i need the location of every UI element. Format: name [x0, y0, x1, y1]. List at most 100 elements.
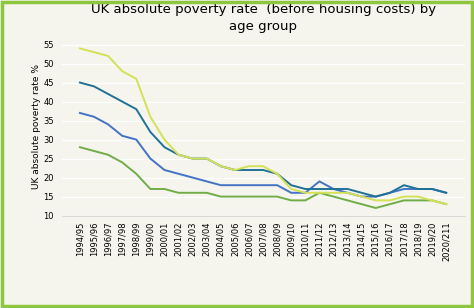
Working-age Adults: [302, 199, 308, 202]
Working-age Adults: [401, 199, 407, 202]
All people: [415, 187, 421, 191]
Pensioners: [204, 157, 210, 160]
All people: [232, 183, 238, 187]
Children: [134, 107, 139, 111]
Pensioners: [274, 172, 280, 176]
All people: [274, 183, 280, 187]
Pensioners: [429, 199, 435, 202]
All people: [162, 168, 167, 172]
Pensioners: [162, 138, 167, 141]
Working-age Adults: [317, 191, 322, 195]
Children: [387, 191, 392, 195]
Working-age Adults: [415, 199, 421, 202]
Pensioners: [176, 153, 182, 157]
Children: [317, 187, 322, 191]
All people: [147, 157, 153, 160]
Children: [443, 191, 449, 195]
Children: [288, 183, 294, 187]
Children: [359, 191, 365, 195]
Working-age Adults: [359, 202, 365, 206]
Pensioners: [401, 195, 407, 198]
Working-age Adults: [345, 199, 350, 202]
Children: [119, 100, 125, 103]
All people: [302, 191, 308, 195]
Working-age Adults: [119, 160, 125, 164]
Children: [204, 157, 210, 160]
All people: [387, 191, 392, 195]
Working-age Adults: [246, 195, 252, 198]
All people: [331, 187, 337, 191]
Children: [162, 145, 167, 149]
Children: [77, 81, 83, 84]
Pensioners: [415, 195, 421, 198]
All people: [359, 195, 365, 198]
Line: Children: Children: [80, 83, 446, 197]
Children: [232, 168, 238, 172]
Pensioners: [288, 187, 294, 191]
All people: [119, 134, 125, 138]
All people: [77, 111, 83, 115]
Pensioners: [373, 199, 379, 202]
Working-age Adults: [162, 187, 167, 191]
Pensioners: [443, 202, 449, 206]
Working-age Adults: [204, 191, 210, 195]
Working-age Adults: [176, 191, 182, 195]
All people: [373, 195, 379, 198]
Children: [246, 168, 252, 172]
Title: UK absolute poverty rate  (before housing costs) by
age group: UK absolute poverty rate (before housing…: [91, 3, 436, 33]
Pensioners: [317, 191, 322, 195]
Line: Pensioners: Pensioners: [80, 48, 446, 204]
Children: [176, 153, 182, 157]
All people: [134, 138, 139, 141]
Pensioners: [190, 157, 195, 160]
Working-age Adults: [260, 195, 266, 198]
Working-age Adults: [77, 145, 83, 149]
Working-age Adults: [147, 187, 153, 191]
Children: [147, 130, 153, 134]
Children: [345, 187, 350, 191]
Children: [302, 187, 308, 191]
Pensioners: [232, 168, 238, 172]
All people: [204, 180, 210, 183]
Children: [105, 92, 111, 96]
Working-age Adults: [190, 191, 195, 195]
Line: Working-age Adults: Working-age Adults: [80, 147, 446, 208]
Pensioners: [134, 77, 139, 81]
Children: [218, 164, 224, 168]
Children: [260, 168, 266, 172]
All people: [401, 187, 407, 191]
Pensioners: [105, 54, 111, 58]
Pensioners: [387, 199, 392, 202]
Line: All people: All people: [80, 113, 446, 197]
Pensioners: [77, 47, 83, 50]
Working-age Adults: [331, 195, 337, 198]
Pensioners: [331, 191, 337, 195]
All people: [91, 115, 97, 119]
Working-age Adults: [134, 172, 139, 176]
Pensioners: [91, 50, 97, 54]
All people: [176, 172, 182, 176]
Working-age Adults: [373, 206, 379, 210]
All people: [190, 176, 195, 180]
All people: [218, 183, 224, 187]
Working-age Adults: [274, 195, 280, 198]
Pensioners: [260, 164, 266, 168]
Pensioners: [218, 164, 224, 168]
Working-age Adults: [105, 153, 111, 157]
Pensioners: [345, 191, 350, 195]
Pensioners: [359, 195, 365, 198]
Working-age Adults: [429, 199, 435, 202]
Children: [415, 187, 421, 191]
Children: [429, 187, 435, 191]
All people: [246, 183, 252, 187]
All people: [260, 183, 266, 187]
Working-age Adults: [232, 195, 238, 198]
Pensioners: [119, 69, 125, 73]
All people: [443, 191, 449, 195]
Working-age Adults: [443, 202, 449, 206]
Working-age Adults: [387, 202, 392, 206]
Pensioners: [147, 115, 153, 119]
All people: [345, 191, 350, 195]
Working-age Adults: [91, 149, 97, 153]
All people: [288, 191, 294, 195]
